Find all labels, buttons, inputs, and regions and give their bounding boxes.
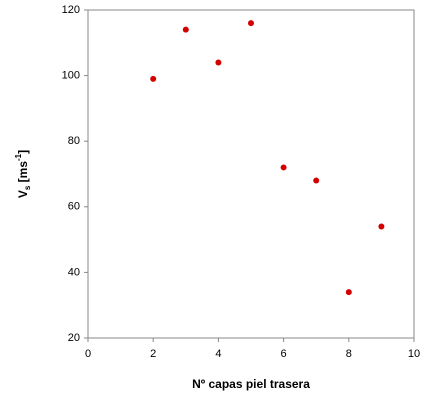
y-tick-label: 40: [68, 266, 80, 278]
y-axis-title: Vs [ms-1]: [14, 150, 32, 198]
point: [280, 164, 287, 171]
y-title-part: [ms: [16, 161, 30, 186]
point: [378, 223, 385, 230]
y-title-part: V: [16, 190, 30, 198]
y-title-part: ]: [16, 150, 30, 154]
x-tick-label: 6: [281, 348, 287, 360]
point: [215, 59, 222, 66]
point: [150, 75, 157, 82]
point: [248, 20, 254, 27]
x-tick-label: 10: [408, 348, 420, 360]
y-tick-label: 60: [68, 201, 80, 213]
x-tick-label: 8: [346, 348, 352, 360]
y-tick-label: 20: [68, 332, 80, 344]
point: [182, 26, 189, 33]
y-tick-label: 80: [68, 135, 80, 147]
x-tick-label: 0: [85, 348, 91, 360]
x-tick-label: 4: [215, 348, 221, 360]
x-axis-title: Nº capas piel trasera: [192, 377, 310, 391]
y-tick-label: 100: [62, 70, 80, 82]
x-tick-label: 2: [150, 348, 156, 360]
y-tick-label: 120: [62, 4, 80, 16]
point: [345, 289, 352, 296]
y-title-sup: -1: [14, 153, 23, 161]
plot-frame: [87, 9, 415, 339]
point: [313, 177, 320, 184]
y-title-sub: s: [23, 185, 32, 190]
